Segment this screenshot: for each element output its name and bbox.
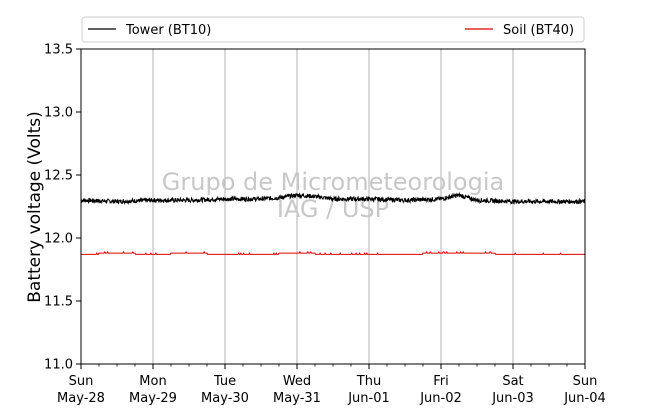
y-tick-label: 11.0 bbox=[44, 358, 73, 373]
x-tick-label-day: Fri bbox=[433, 374, 449, 389]
y-tick-label: 13.0 bbox=[44, 106, 73, 121]
x-tick-label-date: Jun-02 bbox=[419, 391, 462, 406]
y-axis: 11.0 11.5 12.0 12.5 13.0 13.5 bbox=[44, 43, 81, 373]
series-line-soil bbox=[81, 250, 585, 255]
x-tick-label-day: Sun bbox=[573, 374, 598, 389]
series-group bbox=[80, 191, 586, 255]
x-tick-label-date: May-30 bbox=[201, 391, 249, 406]
x-tick-label-date: May-28 bbox=[57, 391, 105, 406]
x-tick-label-day: Wed bbox=[283, 374, 311, 389]
watermark: Grupo de Micrometeorologia IAG / USP bbox=[162, 168, 504, 223]
x-tick-label-day: Tue bbox=[213, 374, 236, 389]
x-tick-label-day: Sat bbox=[502, 374, 523, 389]
y-tick-label: 13.5 bbox=[44, 43, 73, 58]
legend: Tower (BT10) Soil (BT40) bbox=[81, 16, 585, 43]
x-tick-label-date: Jun-03 bbox=[491, 391, 534, 406]
y-tick-label: 11.5 bbox=[44, 295, 73, 310]
legend-label-soil: Soil (BT40) bbox=[503, 23, 574, 38]
grid-lines bbox=[152, 49, 514, 364]
y-axis-title: Battery voltage (Volts) bbox=[25, 111, 45, 302]
y-tick-label: 12.0 bbox=[44, 232, 73, 247]
x-tick-label-day: Sun bbox=[69, 374, 94, 389]
x-tick-label-date: May-29 bbox=[129, 391, 177, 406]
legend-label-tower: Tower (BT10) bbox=[125, 23, 211, 38]
watermark-line-1: Grupo de Micrometeorologia bbox=[162, 168, 504, 196]
plot-background bbox=[81, 49, 585, 364]
x-tick-label-day: Mon bbox=[139, 374, 166, 389]
x-tick-label-day: Thu bbox=[356, 374, 381, 389]
x-tick-label-date: Jun-01 bbox=[347, 391, 390, 406]
legend-box bbox=[81, 16, 585, 43]
x-tick-label-date: May-31 bbox=[273, 391, 321, 406]
x-axis: Sun May-28 Mon May-29 Tue May-30 Wed May-31 Thu J… bbox=[57, 364, 606, 406]
y-tick-label: 12.5 bbox=[44, 169, 73, 184]
x-tick-label-date: Jun-04 bbox=[563, 391, 606, 406]
series-line-tower bbox=[80, 191, 586, 206]
